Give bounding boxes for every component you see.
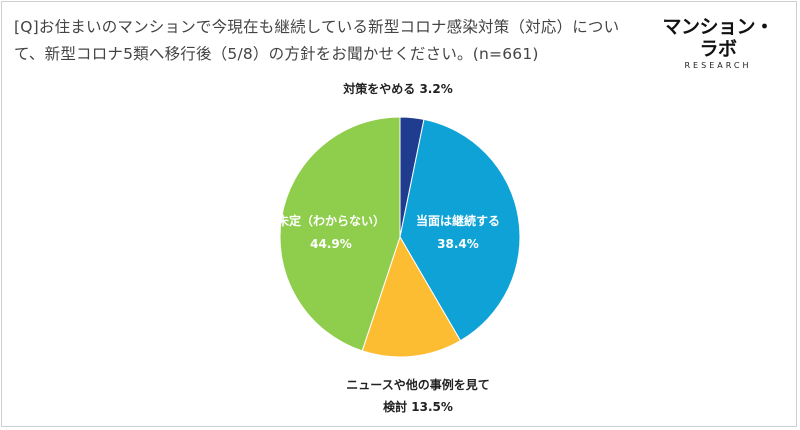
- slice-undecided: [279, 116, 401, 352]
- label-stop: 対策をやめる 3.2%: [342, 81, 452, 96]
- slice-continue: [399, 118, 521, 342]
- label-undecided-name: 未定（わからない）: [276, 213, 385, 228]
- slice-consider: [361, 235, 462, 358]
- question-text: [Q]お住まいのマンションで今現在も継続している新型コロナ感染対策（対応）につい…: [14, 18, 620, 63]
- label-consider-line1: ニュースや他の事例を見て: [346, 377, 489, 392]
- logo-sub-text: RESEARCH: [684, 61, 752, 70]
- brand-logo: マンション・ラボ RESEARCH: [654, 16, 782, 71]
- label-undecided-value: 44.9%: [310, 237, 352, 251]
- pie-slices: [279, 116, 521, 358]
- logo-main-text: マンション・ラボ: [662, 16, 774, 60]
- label-continue-name: 当面は継続する: [416, 213, 500, 228]
- label-continue-value: 38.4%: [437, 237, 479, 251]
- label-consider-line2: 検討 13.5%: [383, 399, 453, 414]
